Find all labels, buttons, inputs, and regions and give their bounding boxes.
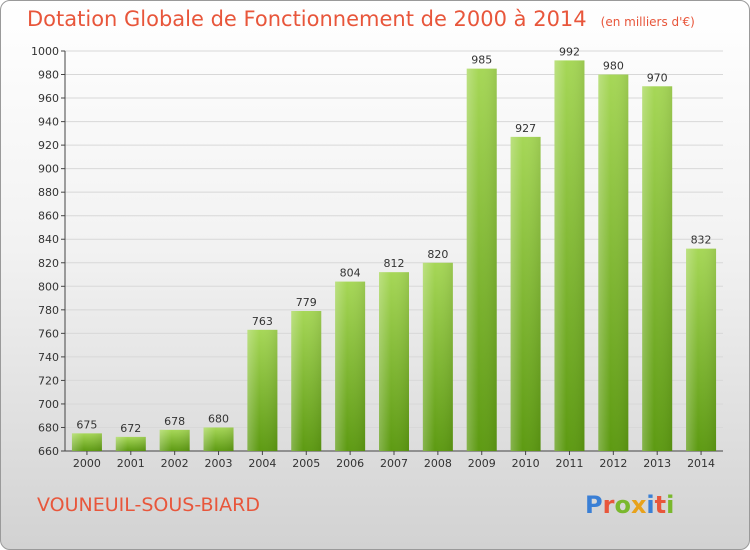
data-label: 832 — [691, 234, 712, 247]
logo-letter: P — [585, 491, 603, 519]
data-label: 970 — [647, 71, 668, 84]
bar-shade — [71, 433, 102, 451]
data-labels: 675 672 678 680 763 779 804 812 820 985 927 992 980 9… — [76, 45, 711, 434]
x-tick-label: 2008 — [424, 457, 452, 470]
x-tick-label: 2007 — [380, 457, 408, 470]
bar-shade — [642, 86, 673, 451]
logo-letter: t — [654, 491, 667, 519]
bar-shade — [115, 436, 146, 451]
x-tick-label: 2012 — [599, 457, 627, 470]
logo-letter: i — [666, 491, 675, 519]
data-label: 812 — [384, 257, 405, 270]
data-label: 678 — [164, 415, 185, 428]
data-label: 985 — [471, 54, 492, 67]
x-tick-label: 2009 — [468, 457, 496, 470]
y-tick-label: 940 — [38, 116, 59, 129]
x-tick-label: 2011 — [555, 457, 583, 470]
y-tick-label: 740 — [38, 351, 59, 364]
x-tick-label: 2000 — [73, 457, 101, 470]
data-label: 680 — [208, 412, 229, 425]
y-tick-label: 700 — [38, 398, 59, 411]
logo-letter: o — [614, 491, 631, 519]
bar-chart: 660 680 700 720 740 760 780 800 820 840 860 880 900 9… — [31, 45, 723, 470]
y-tick-label: 880 — [38, 186, 59, 199]
y-tick-label: 780 — [38, 304, 59, 317]
bar-shade — [510, 136, 541, 451]
x-tick-label: 2003 — [205, 457, 233, 470]
bar-shade — [247, 329, 278, 451]
y-tick-label: 900 — [38, 163, 59, 176]
y-tick-label: 840 — [38, 233, 59, 246]
bar-shade — [159, 429, 190, 451]
x-tick-label: 2006 — [336, 457, 364, 470]
data-label: 927 — [515, 122, 536, 135]
data-label: 820 — [427, 248, 448, 261]
y-tick-label: 820 — [38, 257, 59, 270]
y-tick-label: 660 — [38, 445, 59, 458]
bar-shade — [466, 68, 497, 451]
x-tick-label: 2013 — [643, 457, 671, 470]
y-tick-label: 920 — [38, 139, 59, 152]
logo-letter: x — [630, 491, 647, 519]
x-tick-label: 2014 — [687, 457, 715, 470]
y-tick-label: 860 — [38, 210, 59, 223]
data-label: 992 — [559, 45, 580, 58]
proxiti-logo: Proxiti — [585, 491, 674, 519]
x-tick-label: 2004 — [248, 457, 276, 470]
y-tick-label: 720 — [38, 374, 59, 387]
data-label: 675 — [76, 418, 97, 431]
bar-shade — [335, 281, 366, 451]
y-tick-label: 960 — [38, 92, 59, 105]
logo-letter: r — [602, 491, 615, 519]
x-axis: 2000 2001 2002 2003 2004 2005 2006 2007 2008 2009… — [73, 451, 715, 470]
unit-label: (en milliers d'€) — [600, 15, 695, 29]
x-tick-label: 2002 — [161, 457, 189, 470]
y-tick-label: 680 — [38, 421, 59, 434]
x-tick-label: 2005 — [292, 457, 320, 470]
bar-shade — [203, 427, 234, 451]
bar-shade — [379, 272, 409, 451]
logo-letter: i — [646, 491, 655, 519]
bar-shade — [291, 311, 322, 451]
x-tick-label: 2001 — [117, 457, 145, 470]
data-label: 804 — [340, 267, 361, 280]
bar-shade — [598, 74, 629, 451]
bars — [71, 60, 717, 451]
bar-shade — [554, 60, 585, 451]
y-tick-label: 1000 — [31, 45, 59, 58]
y-tick-label: 760 — [38, 327, 59, 340]
x-tick-label: 2010 — [512, 457, 540, 470]
data-label: 980 — [603, 60, 624, 73]
data-label: 763 — [252, 315, 273, 328]
data-label: 779 — [296, 296, 317, 309]
chart-title: Dotation Globale de Fonctionnement de 20… — [27, 7, 695, 31]
commune-name: VOUNEUIL-SOUS-BIARD — [37, 494, 260, 516]
bar-shade — [422, 262, 453, 451]
y-tick-label: 980 — [38, 69, 59, 82]
bar-shade — [686, 248, 717, 451]
y-tick-label: 800 — [38, 280, 59, 293]
data-label: 672 — [120, 422, 141, 435]
